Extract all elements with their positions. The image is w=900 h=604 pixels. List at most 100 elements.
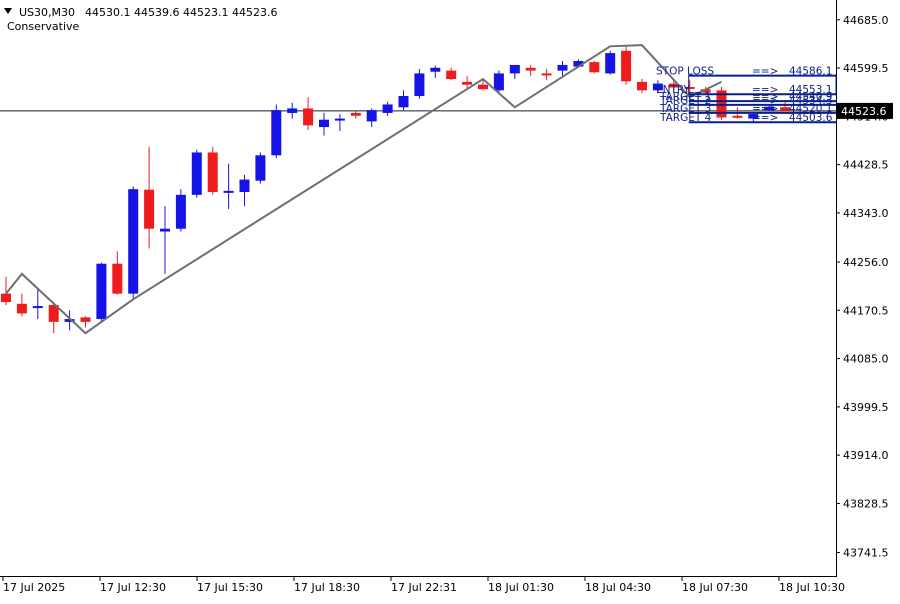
y-tick-label: 44685.0 [843, 14, 889, 27]
level-entry: ENTRY ==> 44553.1 [656, 84, 836, 96]
level-name: TARGET 4 [659, 112, 712, 124]
candle [684, 80, 695, 94]
candle [398, 90, 409, 111]
candle [287, 102, 298, 119]
candle [175, 189, 186, 232]
x-tick-label: 18 Jul 10:30 [779, 581, 845, 594]
candle [493, 70, 504, 94]
collapse-triangle-icon[interactable] [4, 8, 12, 14]
candle [303, 97, 314, 130]
level-value: 44503.6 [789, 112, 833, 124]
x-tick-label: 17 Jul 12:30 [100, 581, 166, 594]
x-tick-label: 17 Jul 18:30 [294, 581, 360, 594]
level-name: ENTRY [656, 84, 691, 96]
candle-body [207, 152, 218, 192]
y-tick-label: 44085.0 [843, 353, 889, 366]
x-tick-label: 18 Jul 01:30 [488, 581, 554, 594]
candle [525, 64, 536, 77]
candle [223, 163, 234, 209]
candle [319, 112, 329, 136]
candle-body [605, 53, 616, 74]
candle-body [493, 73, 504, 91]
candle-body [780, 107, 791, 111]
level-arrow: ==> [752, 95, 778, 107]
candle [748, 112, 759, 122]
candle [191, 149, 202, 198]
candle [780, 101, 791, 112]
y-tick-label: 44428.5 [843, 159, 889, 172]
symbol-timeframe: US30,M30 [19, 6, 75, 19]
candle-body [573, 60, 584, 67]
candle [637, 79, 647, 94]
level-value: 44520.1 [789, 103, 832, 115]
candle [414, 68, 425, 99]
candle-body [48, 304, 59, 322]
candle [366, 108, 377, 128]
candle-body [366, 110, 377, 122]
y-tick-label: 43828.5 [843, 497, 889, 510]
candle [478, 80, 488, 91]
candle [350, 110, 361, 119]
candle-body [271, 110, 282, 156]
candle [80, 316, 91, 328]
candle [621, 46, 632, 85]
candle-body [144, 189, 155, 229]
candle-body [748, 114, 759, 119]
candle-body [621, 50, 632, 82]
candle [557, 60, 568, 77]
candle-body [287, 108, 298, 113]
y-tick-label: 44599.5 [843, 62, 889, 75]
risk-zone-box [688, 75, 837, 95]
candle [64, 310, 75, 331]
level-name: TARGET 3 [659, 103, 711, 115]
candle [271, 104, 282, 159]
candle [334, 114, 345, 132]
candle-body [684, 86, 695, 89]
candle-body [652, 83, 663, 91]
level-arrow: ==> [752, 112, 778, 124]
candle [32, 288, 43, 320]
candle-body [525, 67, 536, 71]
candle-body [32, 306, 43, 309]
level-name: STOP LOSS [656, 66, 714, 78]
time-axis: 17 Jul 2025 17 Jul 12:30 17 Jul 15:30 17 Ju… [2, 576, 845, 594]
y-tick-label: 43914.0 [843, 449, 889, 462]
candle [96, 262, 107, 324]
candle [48, 302, 59, 334]
level-target-2: TARGET 2 ==> 44534.3 [659, 95, 836, 107]
candle-body [175, 194, 186, 229]
level-target-3: TARGET 3 ==> 44520.1 [659, 103, 836, 115]
ohlc-values: 44530.1 44539.6 44523.1 44523.6 [85, 6, 277, 19]
candle-body [668, 83, 679, 88]
candle [160, 206, 170, 274]
candle [668, 80, 679, 91]
candle-body [350, 112, 361, 116]
candle [1, 276, 11, 305]
candle-body [160, 228, 170, 232]
candle [430, 65, 441, 78]
y-tick-label: 44170.5 [843, 304, 889, 317]
candle-body [557, 64, 568, 71]
x-tick-label: 18 Jul 04:30 [585, 581, 651, 594]
y-tick-label: 43741.5 [843, 547, 889, 560]
level-arrow: ==> [752, 66, 778, 78]
y-tick-label: 43999.5 [843, 401, 889, 414]
candle [573, 59, 584, 67]
candle-body [191, 152, 202, 195]
candle-body [462, 81, 473, 85]
candle [764, 105, 775, 112]
candle-body [589, 62, 600, 73]
candle-body [239, 179, 250, 192]
candle [652, 80, 663, 94]
level-value: 44553.1 [789, 84, 832, 96]
x-tick-label: 18 Jul 07:30 [682, 581, 748, 594]
candle [509, 64, 520, 80]
current-price-label: 44523.6 [837, 102, 893, 119]
candle [239, 175, 250, 207]
candle-body [414, 73, 425, 96]
x-tick-label: 17 Jul 15:30 [197, 581, 263, 594]
level-arrow: ==> [752, 103, 778, 115]
indicator-name: Conservative [7, 20, 80, 33]
